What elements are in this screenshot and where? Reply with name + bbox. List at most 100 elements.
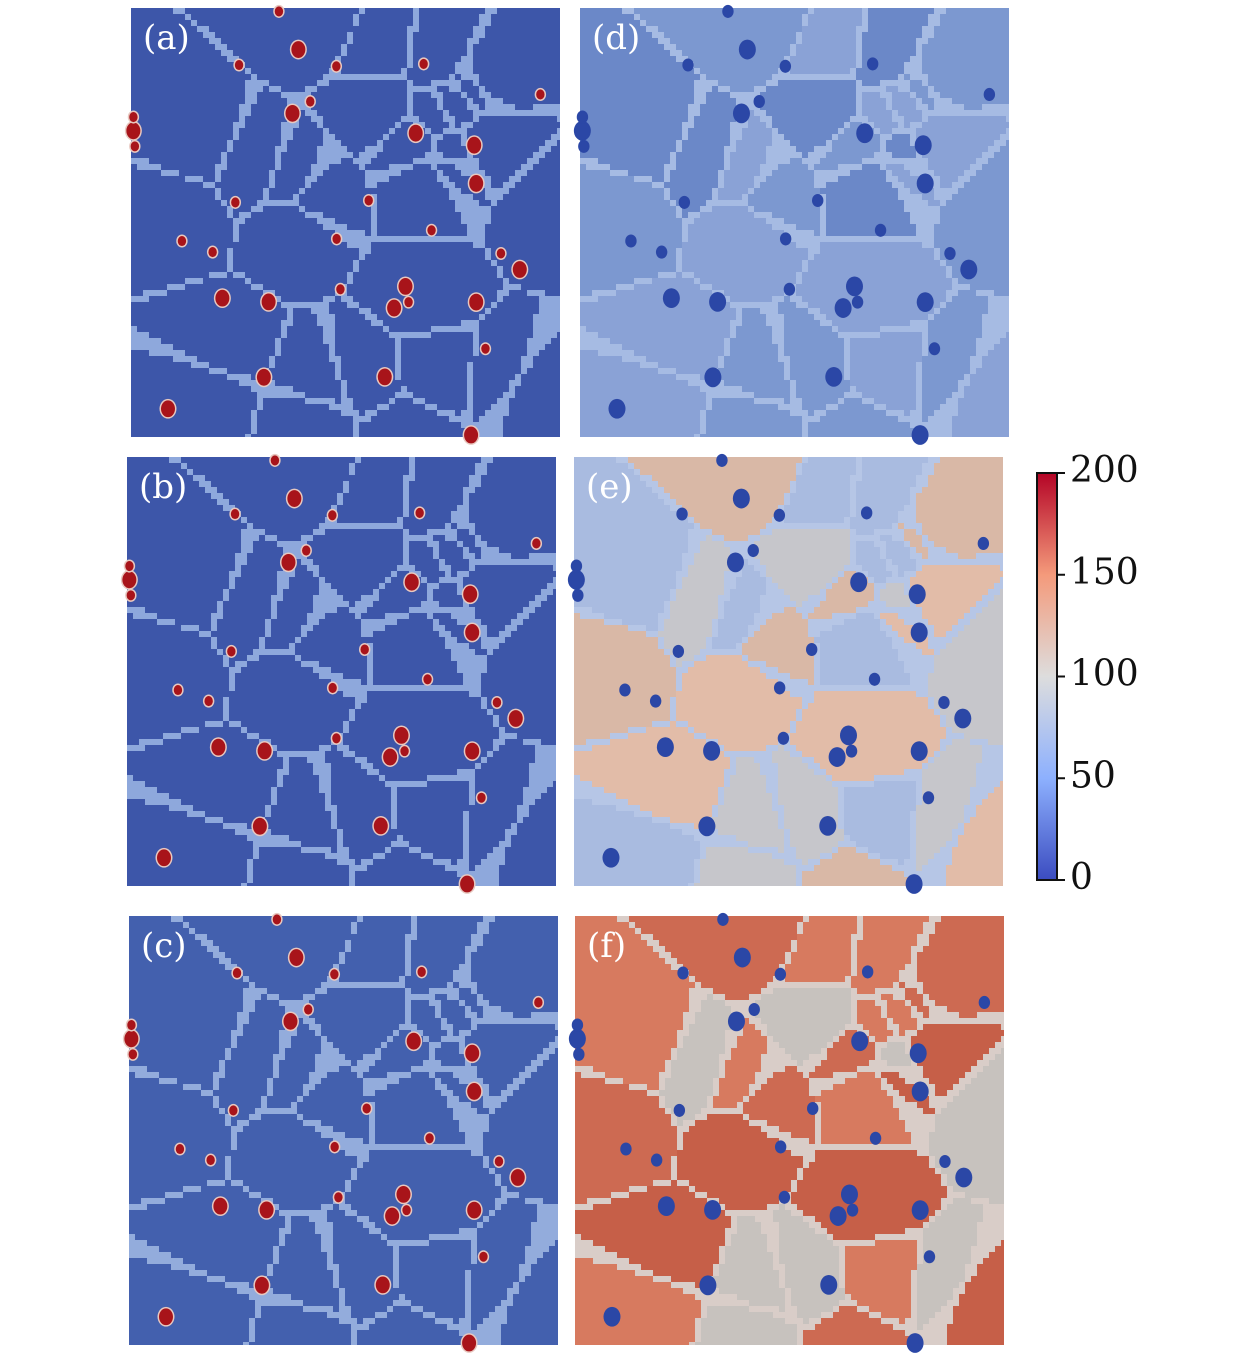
particle: [126, 122, 141, 140]
particle: [830, 748, 845, 766]
particle: [851, 573, 866, 591]
particle: [211, 738, 226, 756]
particle: [408, 124, 423, 142]
particle: [175, 1143, 185, 1155]
panel: (a): [124, 4, 560, 445]
particle: [868, 58, 877, 69]
particle: [406, 1032, 421, 1050]
particle: [674, 646, 683, 657]
particle: [579, 141, 589, 152]
particle: [364, 195, 373, 206]
particle: [913, 1201, 928, 1219]
particle: [680, 197, 689, 208]
particle: [785, 284, 794, 295]
particle: [257, 742, 272, 760]
grain-boundary: [131, 8, 560, 437]
particle: [465, 1044, 480, 1062]
particle: [841, 726, 856, 744]
particle: [156, 849, 171, 867]
particle: [813, 195, 822, 206]
particle: [477, 792, 486, 803]
particle: [651, 696, 660, 707]
particle: [836, 299, 851, 317]
particle: [423, 674, 432, 685]
particle: [481, 343, 490, 354]
particle: [573, 590, 583, 601]
particle: [122, 571, 137, 589]
particle: [534, 997, 543, 1008]
panel: (b): [120, 453, 556, 894]
panel: (e): [567, 453, 1003, 894]
particle: [330, 1141, 339, 1152]
particle: [956, 1169, 971, 1186]
panel: (c): [122, 912, 558, 1353]
particle: [394, 726, 409, 744]
panel: (f): [568, 912, 1004, 1353]
grain: [575, 916, 1004, 1345]
particle: [573, 1020, 582, 1031]
particle: [158, 1308, 173, 1326]
particle: [857, 124, 872, 142]
particle: [336, 284, 345, 295]
particle: [330, 969, 339, 980]
particle: [129, 112, 138, 123]
particle: [467, 136, 482, 154]
particle: [287, 490, 302, 507]
particle: [735, 949, 750, 966]
particle: [274, 6, 284, 17]
particle: [415, 507, 424, 518]
particle: [863, 966, 872, 977]
particle: [127, 1020, 136, 1031]
particle: [675, 1105, 684, 1116]
particle: [961, 261, 976, 278]
particle: [398, 277, 413, 295]
particle: [870, 674, 879, 685]
particle: [664, 289, 679, 307]
particle: [821, 1276, 836, 1294]
particle: [469, 293, 484, 311]
particle: [918, 293, 933, 311]
particle: [404, 297, 413, 308]
particle: [683, 59, 693, 71]
particle: [979, 538, 988, 549]
particle: [128, 1049, 138, 1060]
particle: [532, 538, 541, 549]
particle: [232, 967, 242, 979]
particle: [604, 1308, 619, 1326]
particle: [496, 248, 506, 259]
particle: [377, 368, 392, 386]
colorbar-tick-label: 200: [1070, 450, 1139, 491]
particle: [985, 89, 994, 100]
particle: [723, 6, 733, 17]
particle: [465, 624, 480, 641]
particle: [536, 89, 545, 100]
particle: [463, 585, 478, 603]
particle: [469, 175, 484, 192]
particle: [572, 561, 581, 572]
particle: [479, 1251, 488, 1262]
particle: [913, 426, 928, 444]
particle: [749, 545, 758, 556]
particle: [677, 508, 687, 520]
panel-label: (a): [143, 18, 190, 58]
particle: [328, 510, 337, 521]
particle: [387, 299, 402, 317]
grain: [580, 8, 934, 236]
particle: [125, 561, 134, 572]
panel-label: (f): [587, 926, 626, 966]
particle: [930, 343, 939, 354]
particle: [750, 1004, 759, 1015]
particle: [404, 573, 419, 591]
particle: [230, 508, 240, 520]
particle: [208, 247, 217, 258]
particle: [620, 684, 630, 696]
particle: [400, 746, 409, 757]
particle: [776, 1141, 785, 1152]
particle: [808, 1103, 817, 1114]
particle: [781, 233, 790, 244]
particle: [254, 1276, 269, 1294]
particle: [332, 733, 341, 744]
particle: [362, 1103, 371, 1114]
particle: [910, 585, 925, 603]
